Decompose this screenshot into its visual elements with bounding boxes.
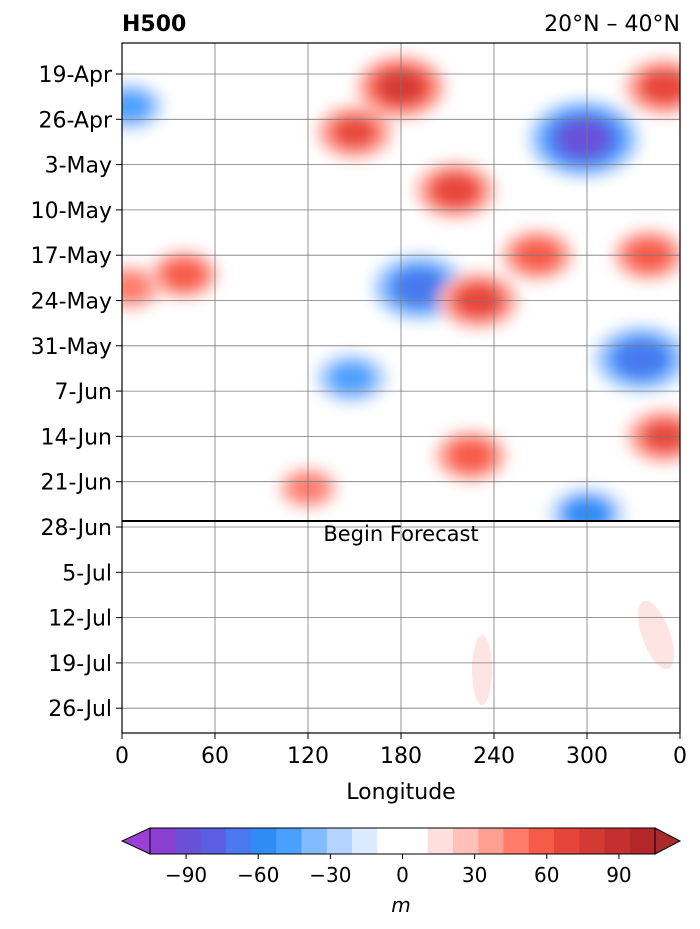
colorbar-swatch [478, 828, 504, 854]
x-axis: 0 60 120 180 240 300 0 [115, 733, 687, 769]
anomaly-contour [395, 270, 444, 305]
y-tick-label: 19-Apr [38, 63, 112, 88]
colorbar-swatch [402, 828, 429, 854]
colorbar-swatch [276, 828, 302, 854]
x-tick-label: 120 [287, 744, 329, 769]
anomaly-contour [450, 441, 492, 471]
colorbar-swatch [427, 828, 454, 854]
anomaly-contour [557, 119, 611, 158]
colorbar-tick-label: 60 [534, 863, 559, 887]
colorbar-swatch [150, 828, 176, 854]
y-tick-label: 7-Jun [54, 380, 112, 405]
y-tick-label: 19-Jul [48, 652, 112, 677]
colorbar-extend-low [120, 827, 151, 855]
colorbar-tick-label: −30 [309, 863, 351, 887]
x-tick-label: 300 [566, 744, 608, 769]
anomaly-contour [433, 174, 478, 207]
x-tick-label: 0 [673, 744, 687, 769]
colorbar-swatch [503, 828, 530, 854]
forecast-label: Begin Forecast [323, 522, 478, 546]
colorbar-swatch [225, 828, 252, 854]
y-tick-label: 12-Jul [48, 607, 112, 632]
colorbar-swatch [352, 828, 378, 854]
colorbar-swatch [200, 828, 227, 854]
anomaly-contour [122, 91, 151, 122]
y-tick-label: 17-May [31, 244, 112, 269]
colorbar-swatch [377, 828, 403, 854]
colorbar-label: m [391, 893, 410, 917]
anomaly-contour [122, 273, 150, 302]
y-axis: 19-Apr 26-Apr 3-May 10-May 17-May 24-May 31-Ma… [31, 63, 122, 722]
anomaly-contour [617, 341, 666, 376]
colorbar-tick-label: −60 [237, 863, 279, 887]
chart-title-left: H500 [122, 12, 186, 37]
x-tick-label: 0 [115, 744, 129, 769]
colorbar-tick-label: 30 [462, 863, 487, 887]
colorbar-swatch [604, 828, 631, 854]
anomaly-field [122, 54, 680, 521]
y-tick-label: 10-May [31, 199, 112, 224]
x-tick-label: 60 [201, 744, 229, 769]
y-tick-label: 26-Apr [38, 108, 112, 133]
colorbar-swatch [554, 828, 580, 854]
y-tick-label: 31-May [31, 335, 112, 360]
colorbar-swatch [251, 828, 277, 854]
y-tick-label: 24-May [31, 290, 112, 315]
colorbar-swatch [175, 828, 201, 854]
chart-title-right: 20°N – 40°N [544, 12, 680, 37]
anomaly-contour [333, 116, 376, 148]
y-tick-label: 3-May [45, 154, 112, 179]
x-tick-label: 180 [380, 744, 422, 769]
colorbar-swatch [301, 828, 328, 854]
forecast-anomaly-patch [472, 635, 492, 705]
gridlines [122, 43, 680, 733]
y-tick-label: 28-Jun [40, 516, 112, 541]
colorbar-swatch [326, 828, 353, 854]
y-tick-label: 21-Jun [40, 471, 112, 496]
colorbar-tick-label: −90 [165, 863, 207, 887]
colorbar-tick-label: 90 [606, 863, 631, 887]
colorbar-swatch [528, 828, 555, 854]
anomaly-contour [642, 71, 680, 103]
colorbar-tick-label: 0 [396, 863, 409, 887]
colorbar-swatch [453, 828, 479, 854]
colorbar-swatch [629, 828, 656, 854]
anomaly-contour [329, 362, 373, 394]
y-tick-label: 14-Jun [40, 425, 112, 450]
anomaly-contour [163, 260, 205, 289]
colorbar-swatch [579, 828, 605, 854]
colorbar: −90 −60 −30 0 30 60 90 [120, 827, 682, 887]
colorbar-extend-high [654, 827, 682, 855]
y-tick-label: 26-Jul [48, 697, 112, 722]
x-axis-label: Longitude [346, 780, 455, 805]
x-tick-label: 240 [473, 744, 515, 769]
y-tick-label: 5-Jul [62, 561, 112, 586]
